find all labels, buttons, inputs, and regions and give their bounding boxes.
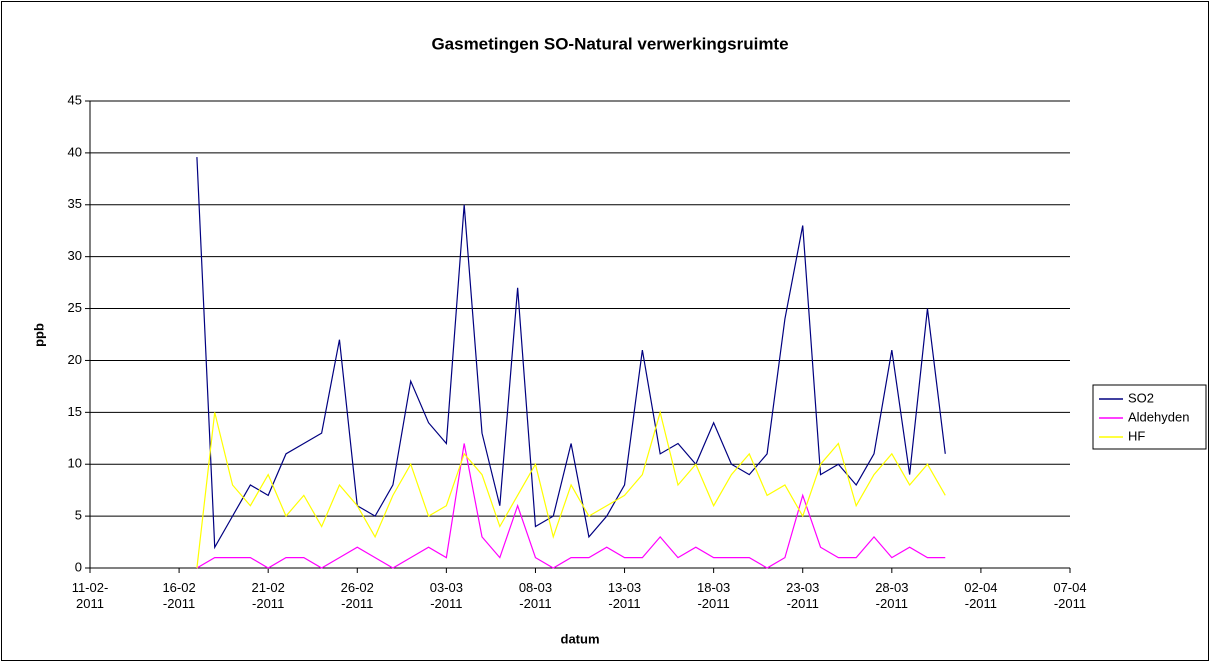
series-line xyxy=(196,409,946,569)
x-tick-label: 07-04-2011 xyxy=(1053,580,1087,611)
x-tick-label: 03-03-2011 xyxy=(429,580,463,611)
legend-box xyxy=(1092,384,1207,450)
y-axis-label: ppb xyxy=(31,323,46,347)
y-tick-label: 20 xyxy=(68,352,82,367)
x-tick-label: 26-02-2011 xyxy=(340,580,374,611)
x-tick-label: 08-03-2011 xyxy=(518,580,553,611)
legend-label: HF xyxy=(1128,428,1145,443)
legend-label: SO2 xyxy=(1128,390,1154,405)
x-tick-label: 28-03-2011 xyxy=(875,580,909,611)
x-axis-label: datum xyxy=(561,631,600,646)
y-tick-label: 30 xyxy=(68,248,82,263)
y-tick-label: 35 xyxy=(68,196,82,211)
x-tick-label: 18-03-2011 xyxy=(697,580,731,611)
y-tick-label: 25 xyxy=(68,300,82,315)
x-tick-label: 13-03-2011 xyxy=(607,580,642,611)
series-line xyxy=(196,443,946,569)
y-tick-label: 10 xyxy=(68,456,82,471)
x-tick-label: 23-03-2011 xyxy=(786,580,820,611)
x-tick-label: 21-02-2011 xyxy=(251,580,285,611)
plot-area xyxy=(90,101,1070,568)
series-line xyxy=(196,157,946,550)
x-tick-label: 11-02-2011 xyxy=(71,580,109,611)
x-tick-label: 16-02-2011 xyxy=(162,580,196,611)
y-tick-label: 5 xyxy=(75,508,82,523)
y-tick-label: 45 xyxy=(68,92,82,107)
chart-title: Gasmetingen SO-Natural verwerkingsruimte xyxy=(431,34,788,53)
y-tick-label: 40 xyxy=(68,144,82,159)
y-tick-label: 15 xyxy=(68,404,82,419)
x-tick-label: 02-04-2011 xyxy=(964,580,998,611)
y-tick-label: 0 xyxy=(75,559,82,574)
legend-label: Aldehyden xyxy=(1128,409,1189,424)
